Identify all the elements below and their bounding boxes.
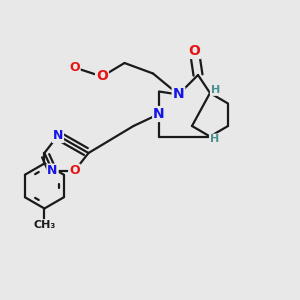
Text: O: O [69, 164, 80, 178]
Text: O: O [69, 61, 80, 74]
Text: O: O [188, 44, 200, 58]
Text: CH₃: CH₃ [33, 220, 56, 230]
Text: N: N [53, 129, 63, 142]
Text: N: N [47, 164, 58, 178]
Text: N: N [153, 107, 165, 121]
Text: H: H [211, 85, 220, 95]
Text: methoxy: methoxy [63, 65, 69, 66]
Text: N: N [173, 88, 184, 101]
Text: O: O [96, 70, 108, 83]
Text: O: O [68, 59, 78, 73]
Text: H: H [210, 134, 219, 145]
